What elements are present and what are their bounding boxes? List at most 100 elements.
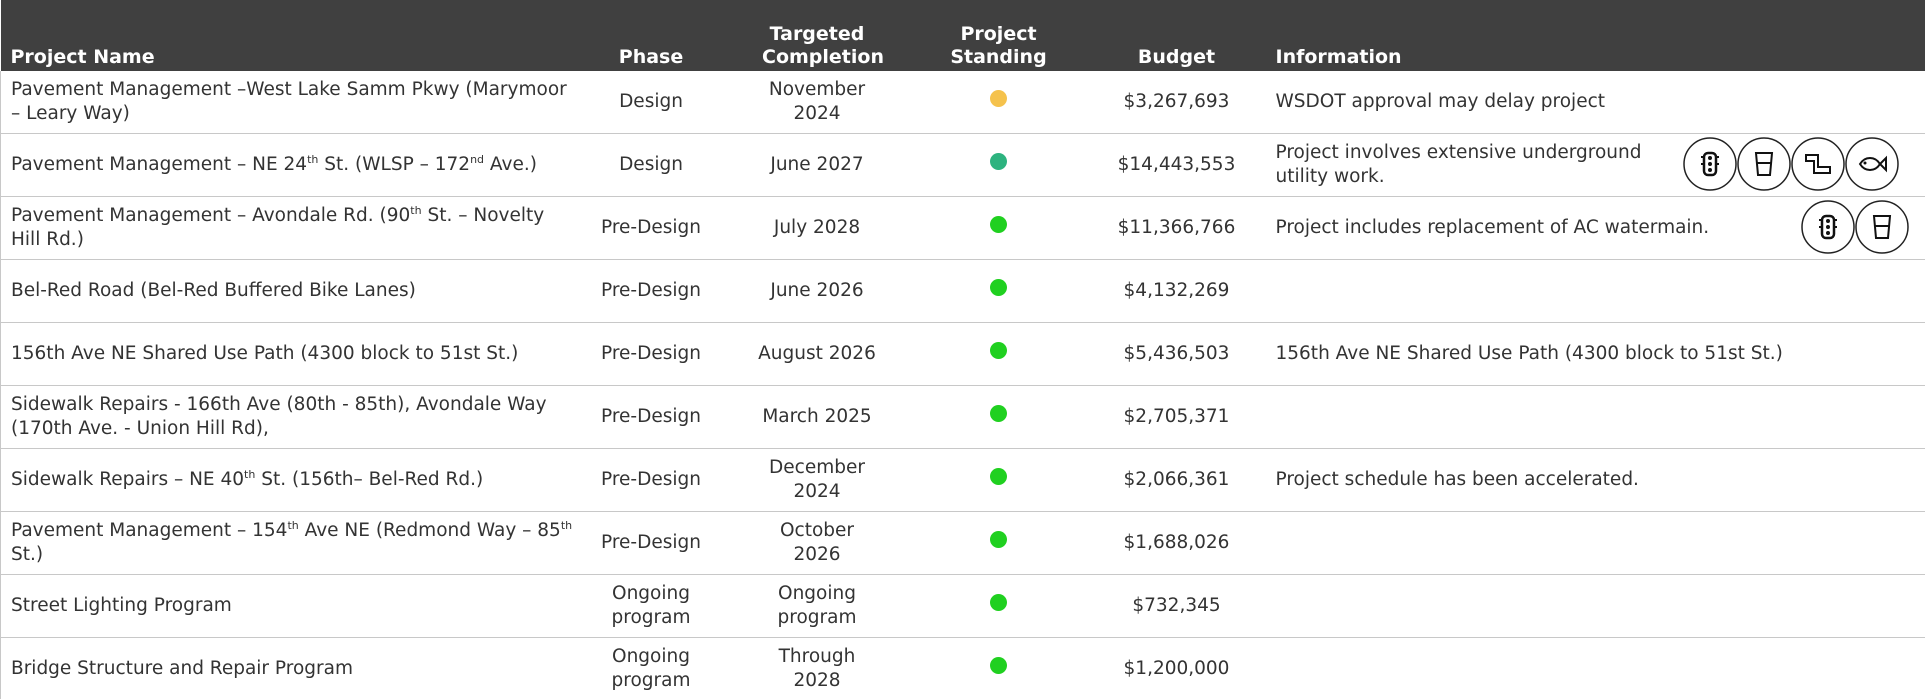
- name-text: Pavement Management – NE 24: [11, 154, 308, 175]
- column-header: Information: [1265, 0, 1925, 71]
- project-name: Bridge Structure and Repair Program: [0, 637, 578, 699]
- project-row: Pavement Management – Avondale Rd. (90th…: [0, 196, 1925, 260]
- status-dot: [990, 279, 1007, 296]
- information: [1265, 637, 1925, 699]
- name-text: th: [287, 518, 299, 532]
- project-row: Sidewalk Repairs – NE 40th St. (156th– B…: [0, 448, 1925, 512]
- info-text: Project schedule has been accelerated.: [1275, 469, 1639, 490]
- standing: [909, 322, 1088, 386]
- name-text: Bridge Structure and Repair Program: [11, 658, 353, 679]
- completion: August 2026: [724, 322, 910, 386]
- project-name: Pavement Management – Avondale Rd. (90th…: [0, 196, 578, 260]
- budget: $4,132,269: [1087, 259, 1266, 323]
- information: [1265, 511, 1925, 575]
- info-text: Project involves extensive underground u…: [1275, 142, 1642, 187]
- name-text: St. (156th– Bel-Red Rd.): [255, 469, 484, 490]
- header-text: Phase: [618, 46, 684, 68]
- name-text: Pavement Management –West Lake Samm Pkwy…: [11, 79, 567, 124]
- information: 156th Ave NE Shared Use Path (4300 block…: [1265, 322, 1925, 386]
- header-text: Project Name: [10, 46, 155, 68]
- phase: Pre-Design: [577, 196, 725, 260]
- budget-text: $1,688,026: [1123, 532, 1230, 553]
- pipe-icon: [1791, 137, 1845, 191]
- project-name: 156th Ave NE Shared Use Path (4300 block…: [0, 322, 578, 386]
- name-text: nd: [470, 152, 485, 166]
- standing: [909, 637, 1088, 699]
- name-text: Bel-Red Road (Bel-Red Buffered Bike Lane…: [11, 280, 416, 301]
- status-dot: [990, 216, 1007, 233]
- water-icon: [1855, 200, 1909, 254]
- name-text: Ave NE (Redmond Way – 85: [298, 520, 561, 541]
- standing: [909, 71, 1088, 134]
- status-dot: [990, 594, 1007, 611]
- name-text: Pavement Management – Avondale Rd. (90: [11, 205, 411, 226]
- completion-text: Ongoing program: [777, 583, 857, 628]
- budget: $2,066,361: [1087, 448, 1266, 512]
- project-name: Sidewalk Repairs - 166th Ave (80th - 85t…: [0, 385, 578, 449]
- budget-text: $2,705,371: [1123, 406, 1230, 427]
- header-text: Information: [1275, 46, 1402, 68]
- budget: $5,436,503: [1087, 322, 1266, 386]
- budget-text: $732,345: [1132, 595, 1221, 616]
- status-dot: [990, 342, 1007, 359]
- standing: [909, 574, 1088, 638]
- name-text: Ave.): [484, 154, 537, 175]
- header-text: Targeted Completion: [762, 23, 884, 68]
- name-text: th: [307, 152, 319, 166]
- name-text: th: [560, 518, 573, 532]
- name-text: 156th Ave NE Shared Use Path (4300 block…: [11, 343, 519, 364]
- completion-text: June 2026: [770, 280, 864, 301]
- phase-text: Pre-Design: [601, 280, 701, 301]
- budget: $1,200,000: [1087, 637, 1266, 699]
- budget-text: $2,066,361: [1123, 469, 1230, 490]
- completion: March 2025: [724, 385, 910, 449]
- project-row: 156th Ave NE Shared Use Path (4300 block…: [0, 322, 1925, 386]
- phase: Pre-Design: [577, 385, 725, 449]
- project-name: Pavement Management – NE 24th St. (WLSP …: [0, 133, 578, 197]
- completion: October 2026: [724, 511, 910, 575]
- phase: Ongoing program: [577, 637, 725, 699]
- completion-text: March 2025: [762, 406, 872, 427]
- project-row: Street Lighting Program Ongoing program On…: [0, 574, 1925, 638]
- name-text: th: [244, 467, 256, 481]
- completion-text: June 2027: [770, 154, 864, 175]
- name-text: St. – Novelty Hill Rd.): [11, 205, 545, 250]
- project-row: Pavement Management – NE 24th St. (WLSP …: [0, 133, 1925, 197]
- phase-text: Ongoing program: [611, 646, 691, 691]
- column-header: Budget: [1087, 0, 1266, 71]
- header-text: Project Standing: [950, 23, 1047, 68]
- traffic-icon: [1683, 137, 1737, 191]
- phase: Pre-Design: [577, 322, 725, 386]
- icon-group: [1801, 199, 1910, 255]
- completion-text: December 2024: [769, 457, 865, 502]
- phase-text: Design: [619, 91, 683, 112]
- phase: Pre-Design: [577, 448, 725, 512]
- completion: Through 2028: [724, 637, 910, 699]
- phase-text: Pre-Design: [601, 406, 701, 427]
- phase: Pre-Design: [577, 511, 725, 575]
- completion-text: August 2026: [758, 343, 876, 364]
- column-header: Project Standing: [909, 0, 1088, 71]
- completion-text: Through 2028: [778, 646, 856, 691]
- water-icon: [1737, 137, 1791, 191]
- budget-text: $3,267,693: [1123, 91, 1230, 112]
- status-dot: [990, 657, 1007, 674]
- name-text: Sidewalk Repairs - 166th Ave (80th - 85t…: [11, 394, 547, 439]
- completion-text: October 2026: [779, 520, 855, 565]
- completion-text: November 2024: [768, 79, 866, 124]
- info-text: Project includes replacement of AC water…: [1275, 217, 1710, 238]
- header-row: Project Name Phase Targeted Completion Proj…: [0, 0, 1925, 71]
- completion: November 2024: [724, 71, 910, 134]
- completion: Ongoing program: [724, 574, 910, 638]
- information: [1265, 574, 1925, 638]
- project-name: Street Lighting Program: [0, 574, 578, 638]
- column-header: Targeted Completion: [724, 0, 910, 71]
- phase: Ongoing program: [577, 574, 725, 638]
- traffic-icon: [1801, 200, 1855, 254]
- project-row: Bel-Red Road (Bel-Red Buffered Bike Lane…: [0, 259, 1925, 323]
- budget: $1,688,026: [1087, 511, 1266, 575]
- budget: $2,705,371: [1087, 385, 1266, 449]
- budget: $732,345: [1087, 574, 1266, 638]
- phase-text: Pre-Design: [601, 217, 701, 238]
